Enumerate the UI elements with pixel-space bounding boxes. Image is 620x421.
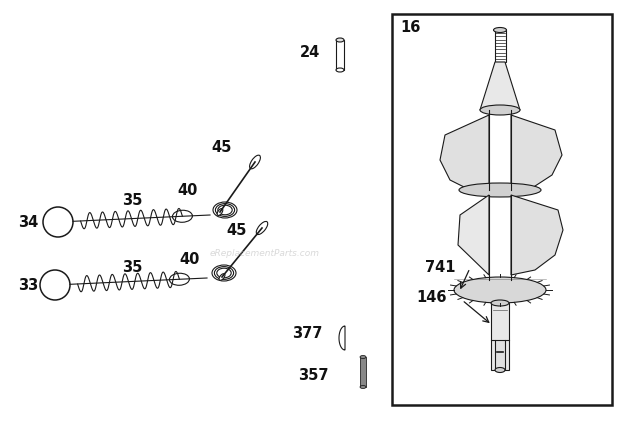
Text: 40: 40 bbox=[180, 253, 200, 267]
Text: 35: 35 bbox=[122, 192, 142, 208]
Text: 33: 33 bbox=[18, 277, 38, 293]
Text: 45: 45 bbox=[212, 139, 232, 155]
Text: 24: 24 bbox=[300, 45, 320, 59]
Ellipse shape bbox=[169, 273, 190, 285]
Text: 35: 35 bbox=[122, 259, 142, 274]
Bar bbox=[495, 340, 505, 370]
Text: 146: 146 bbox=[417, 290, 447, 306]
Ellipse shape bbox=[454, 277, 546, 303]
Ellipse shape bbox=[256, 221, 268, 234]
Ellipse shape bbox=[459, 183, 541, 197]
Text: 16: 16 bbox=[400, 19, 420, 35]
Ellipse shape bbox=[250, 155, 260, 169]
Ellipse shape bbox=[495, 368, 505, 373]
Ellipse shape bbox=[494, 27, 507, 32]
Ellipse shape bbox=[172, 210, 192, 222]
Ellipse shape bbox=[217, 208, 223, 216]
Text: 357: 357 bbox=[298, 368, 328, 383]
Ellipse shape bbox=[43, 207, 73, 237]
Ellipse shape bbox=[360, 386, 366, 389]
Ellipse shape bbox=[480, 105, 520, 115]
Polygon shape bbox=[458, 195, 489, 275]
Text: 741: 741 bbox=[425, 261, 455, 275]
Ellipse shape bbox=[491, 300, 509, 306]
Bar bbox=[336, 40, 344, 70]
Bar bbox=[392, 14, 612, 405]
Polygon shape bbox=[511, 115, 562, 190]
Text: 45: 45 bbox=[227, 223, 247, 237]
Text: 377: 377 bbox=[292, 325, 322, 341]
Ellipse shape bbox=[336, 68, 344, 72]
Ellipse shape bbox=[360, 355, 366, 359]
Text: eReplacementParts.com: eReplacementParts.com bbox=[210, 248, 320, 258]
Ellipse shape bbox=[40, 270, 70, 300]
Text: 34: 34 bbox=[18, 215, 38, 229]
Ellipse shape bbox=[219, 274, 225, 280]
Polygon shape bbox=[480, 62, 520, 110]
Bar bbox=[495, 30, 506, 62]
Bar bbox=[360, 357, 366, 387]
Ellipse shape bbox=[336, 38, 344, 42]
Polygon shape bbox=[511, 195, 563, 275]
Text: 40: 40 bbox=[178, 182, 198, 197]
Polygon shape bbox=[440, 115, 489, 190]
Bar bbox=[491, 303, 509, 370]
Polygon shape bbox=[339, 326, 345, 350]
